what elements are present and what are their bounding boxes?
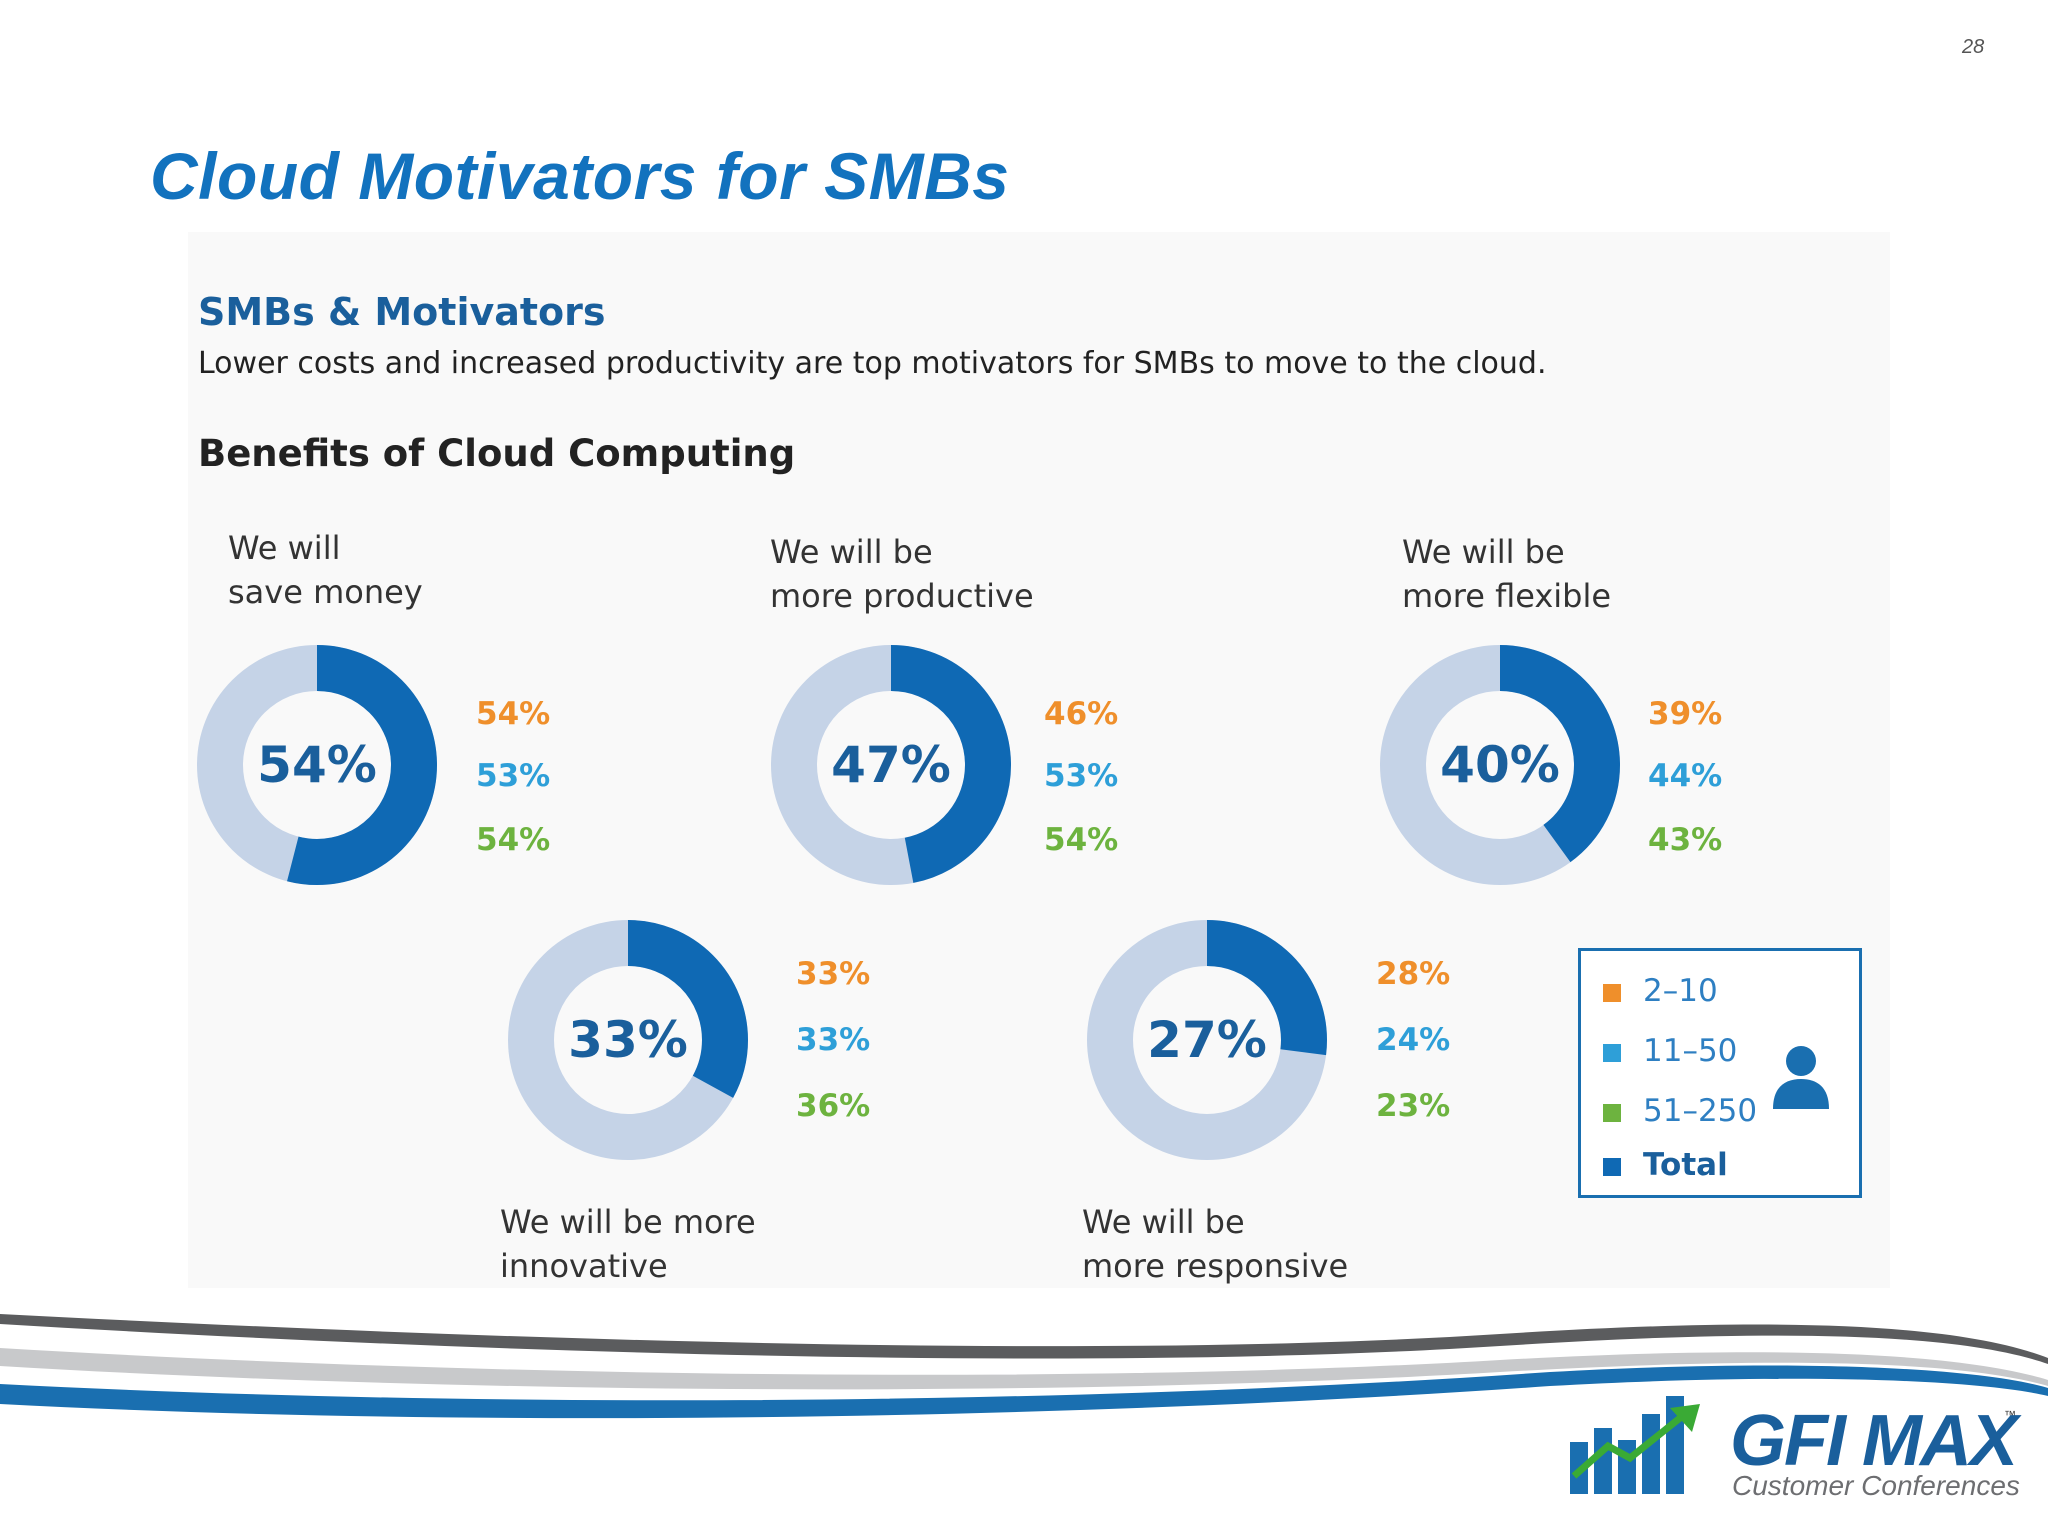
figure-heading: SMBs & Motivators: [198, 290, 606, 334]
legend-swatch-2-10: [1603, 983, 1621, 1002]
seg-value-11-50: 33%: [796, 1022, 871, 1058]
seg-value-2-10: 39%: [1648, 696, 1723, 732]
donut-label-more-responsive: We will be more responsive: [1082, 1203, 1349, 1285]
donut-total-arc-more-productive: [771, 645, 1011, 885]
legend-item-total: Total: [1603, 1147, 1728, 1183]
seg-value-2-10: 33%: [796, 956, 871, 992]
legend-label-2-10: 2–10: [1643, 973, 1718, 1009]
seg-value-11-50: 53%: [1044, 758, 1119, 794]
donut-total-arc-more-responsive: [1087, 920, 1327, 1160]
seg-value-2-10: 28%: [1376, 956, 1451, 992]
legend-item-51-250: 51–250: [1603, 1093, 1757, 1129]
legend-label-total: Total: [1643, 1147, 1728, 1183]
seg-value-2-10: 46%: [1044, 696, 1119, 732]
legend-swatch-11-50: [1603, 1043, 1621, 1062]
bar-chart-arrow-icon: [1570, 1396, 1700, 1494]
donut-center-total-more-responsive: 27%: [1147, 1011, 1267, 1069]
legend-swatch-total: [1603, 1157, 1621, 1176]
legend-label-51-250: 51–250: [1643, 1093, 1758, 1129]
legend-label-11-50: 11–50: [1643, 1033, 1738, 1069]
donut-center-total-more-productive: 47%: [831, 736, 951, 794]
person-icon: [1773, 1046, 1829, 1109]
logo-wordmark: GFI MAX: [1730, 1401, 2018, 1481]
seg-value-11-50: 53%: [476, 758, 551, 794]
donut-total-arc-save-money: [197, 645, 437, 885]
seg-value-51-250: 43%: [1648, 822, 1723, 858]
donut-total-arc-more-flexible: [1380, 645, 1620, 885]
seg-value-51-250: 54%: [1044, 822, 1119, 858]
seg-value-11-50: 24%: [1376, 1022, 1451, 1058]
legend-swatch-51-250: [1603, 1103, 1621, 1122]
donut-center-total-save-money: 54%: [257, 736, 377, 794]
footer-swoosh: [0, 1314, 2048, 1419]
chart-legend: 2–10 11–50 51–250 Total: [1578, 948, 1862, 1198]
seg-value-51-250: 23%: [1376, 1088, 1451, 1124]
seg-value-51-250: 54%: [476, 822, 551, 858]
logo-tagline: Customer Conferences: [1732, 1470, 2020, 1501]
donut-label-more-innovative: We will be more innovative: [500, 1203, 756, 1285]
legend-item-2-10: 2–10: [1603, 973, 1718, 1009]
seg-value-11-50: 44%: [1648, 758, 1723, 794]
donut-label-more-productive: We will be more productive: [770, 533, 1034, 615]
logo-trademark: ™: [2004, 1408, 2016, 1422]
chart-heading: Benefits of Cloud Computing: [198, 432, 796, 475]
slide-title: Cloud Motivators for SMBs: [150, 139, 1010, 213]
donut-label-more-flexible: We will be more flexible: [1402, 533, 1612, 615]
donut-total-arc-more-innovative: [508, 920, 748, 1160]
donut-center-total-more-flexible: 40%: [1440, 736, 1560, 794]
figure-subtitle: Lower costs and increased productivity a…: [198, 346, 1547, 381]
seg-value-51-250: 36%: [796, 1088, 871, 1124]
donut-label-save-money: We will save money: [228, 529, 423, 611]
page-number: 28: [1962, 36, 1985, 58]
legend-item-11-50: 11–50: [1603, 1033, 1737, 1069]
donut-center-total-more-innovative: 33%: [568, 1011, 688, 1069]
seg-value-2-10: 54%: [476, 696, 551, 732]
